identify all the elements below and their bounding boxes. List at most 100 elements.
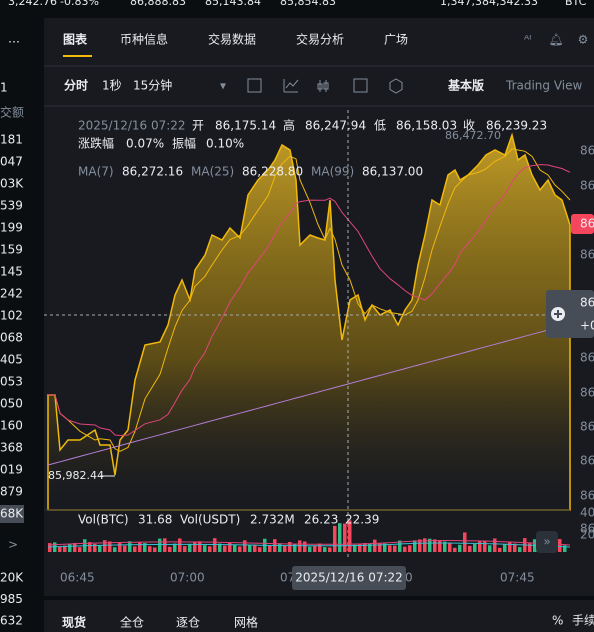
tool-icon[interactable] [247,78,262,93]
volume-bar [143,543,147,552]
volume-bar [493,538,497,552]
volume-bar [178,538,182,552]
price-tick: 86 [580,386,594,400]
volume-bar [518,547,522,552]
volume-bar [488,545,492,552]
volume-bar [428,538,432,552]
left-text: 181 [0,133,23,147]
volume-bar [363,543,367,552]
left-text: 368 [0,441,23,455]
left-text: 985 [0,592,23,606]
tab[interactable]: 交易分析 [296,32,344,47]
bell-icon[interactable]: 🔔︎ [548,33,563,47]
ohlc: 86,247.94 [305,119,366,133]
volume-bar [288,541,292,552]
volume-bar [388,545,392,552]
crosshair-time: 2025/12/16 07:22 [295,571,403,585]
vol-label: 2.732M [250,513,295,527]
settings-icon[interactable]: ⚙ [578,33,589,47]
volume-bar [108,541,112,552]
dropdown-icon[interactable]: ▾ [220,79,226,93]
ma-value: 86,272.16 [122,165,183,179]
bottom-text: 手续 [572,614,594,628]
tool-icon[interactable] [283,79,299,93]
tool-icon[interactable] [317,80,329,92]
volume-bar [123,545,127,552]
high-label: 86,472.70 [445,129,501,142]
volume-bar [313,545,317,552]
tab[interactable]: 交易数据 [208,32,256,47]
volume-bar [118,543,122,552]
ticker-text: 85,143.84 [205,0,261,8]
price-tick: 86 [580,248,594,262]
volume-bar [208,546,212,552]
volume-bar [423,538,427,552]
volume-bar [253,544,257,552]
bottom-tab[interactable]: 网格 [234,615,258,630]
volume-bar [483,540,487,552]
volume-bar [333,525,337,552]
interval: 1秒 [102,79,122,93]
volume-bar [473,544,477,552]
ai-icon[interactable]: ᴬᴵ [524,33,531,47]
tab[interactable]: 图表 [63,32,88,47]
left-arrow: > [8,538,18,552]
ma-value: 86,137.00 [362,165,423,179]
ohlc: 86,175.14 [215,119,276,133]
volume-bar [458,544,462,552]
volume-bar [278,543,282,552]
volume-bar [413,540,417,552]
interval: 15分钟 [133,78,172,93]
volume-bar [153,547,157,552]
volume-bar [448,542,452,552]
crosshair-price: +0 [580,319,594,333]
volume-bar [358,543,362,552]
volume-bar [328,547,332,552]
volume-bar [443,541,447,552]
tool-icon[interactable] [353,78,368,93]
volume-bar [48,543,52,552]
volume-bar [293,543,297,552]
volume-bar [218,543,222,552]
volume-bar [283,545,287,552]
vol-ma [47,540,571,546]
left-text: 405 [0,353,23,367]
volume-bar [438,540,442,552]
volume-bar [353,544,357,552]
volume-bar [213,538,217,552]
bottom-tab[interactable]: 全仓 [120,615,144,630]
ticker-text: BTC [565,0,587,8]
left-text: 019 [0,463,23,477]
price-tag-box [571,214,594,234]
ohlc: 涨跌幅 [78,136,114,151]
time-tick: 06:45 [60,571,95,585]
left-text: 047 [0,155,23,169]
volume-bar [133,546,137,552]
mode: 基本版 [447,78,484,93]
volume-bar [498,547,502,552]
volume-bar [233,544,237,552]
bottom-tab[interactable]: 逐仓 [176,616,200,630]
tab[interactable]: 广场 [384,33,408,47]
bottom-tab[interactable]: 现货 [62,615,86,630]
price-tag: 86 [580,217,594,231]
ma-value: 86,228.80 [242,165,303,179]
ohlc: 86,158.03 [396,119,457,133]
volume-bar [103,540,107,552]
volume-bar [383,543,387,552]
tab[interactable]: 币种信息 [120,32,168,47]
tool-icon[interactable] [389,78,403,94]
volume-bar [78,547,82,552]
volume-bar [503,544,507,552]
volume-bar [558,539,562,552]
volume-bar [148,546,152,552]
volume-bar [93,543,97,552]
volume-bar [168,546,172,552]
expand-button[interactable] [536,531,558,553]
expand-icon: » [543,535,550,549]
ohlc: 2025/12/16 07:22 [78,119,186,133]
menu-dots[interactable]: ⋯ [8,35,20,49]
volume-bar [463,532,467,552]
volume-bar [418,539,422,552]
volume-bar [408,545,412,552]
